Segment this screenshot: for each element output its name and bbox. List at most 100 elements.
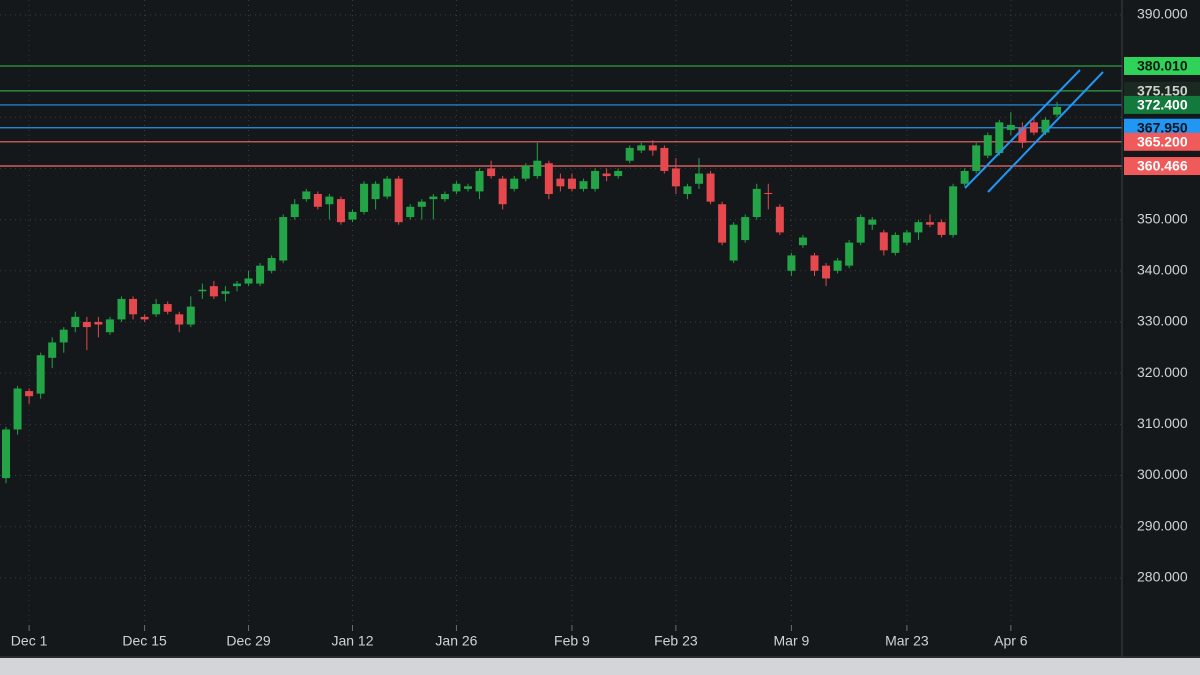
level-label: 380.010 xyxy=(1137,58,1188,74)
candle-body xyxy=(729,224,738,261)
x-tick-label: Dec 15 xyxy=(122,633,167,649)
x-tick-label: Jan 12 xyxy=(331,633,373,649)
candle-body xyxy=(683,186,692,195)
candle-body xyxy=(648,145,657,151)
grid xyxy=(0,0,1122,625)
candle-body xyxy=(233,283,241,287)
candle-body xyxy=(36,355,45,394)
candle-body xyxy=(510,178,519,189)
x-tick-label: Jan 26 xyxy=(435,633,477,649)
candle-body xyxy=(775,206,784,233)
candle-body xyxy=(140,316,149,320)
candle-body xyxy=(741,217,750,241)
candle-body xyxy=(94,321,103,325)
candle-body xyxy=(902,232,911,243)
y-tick-label: 350.000 xyxy=(1137,210,1188,226)
level-label: 367.950 xyxy=(1137,119,1188,135)
candle-body xyxy=(856,217,865,243)
level-label-box xyxy=(1124,118,1200,137)
candle-body xyxy=(406,206,415,218)
candle-body xyxy=(567,178,576,189)
candle-body xyxy=(417,201,426,207)
candle-body xyxy=(13,388,22,430)
level-label: 365.200 xyxy=(1137,133,1188,149)
candle-body xyxy=(129,298,138,315)
candle-body xyxy=(2,429,10,479)
candle-body xyxy=(706,173,715,202)
candle-body xyxy=(152,304,161,315)
candle-body xyxy=(302,191,311,200)
candle-body xyxy=(59,329,68,343)
candle-body xyxy=(521,165,530,179)
candle-body xyxy=(429,196,438,200)
candle-body xyxy=(671,168,680,187)
candle-body xyxy=(198,289,207,292)
candle-body xyxy=(579,181,588,189)
candle-body xyxy=(845,242,854,266)
candle-body xyxy=(960,170,969,184)
candle-body xyxy=(440,194,449,200)
candle-body xyxy=(625,147,634,161)
candles xyxy=(2,101,1062,484)
candle-body xyxy=(695,173,703,184)
candle-body xyxy=(1053,106,1062,115)
candle-body xyxy=(325,196,334,205)
candle-body xyxy=(556,178,565,187)
candle-body xyxy=(868,219,877,225)
candle-body xyxy=(279,217,288,261)
candle-body xyxy=(25,391,34,397)
candle-body xyxy=(163,304,172,312)
candle-body xyxy=(348,211,357,220)
levels xyxy=(0,65,1122,167)
candle-body xyxy=(290,204,299,218)
candle-body xyxy=(267,257,276,271)
level-label-box xyxy=(1124,81,1200,100)
x-tick-label: Feb 23 xyxy=(654,633,698,649)
x-tick-label: Feb 9 xyxy=(554,633,590,649)
candle-body xyxy=(371,183,380,200)
level-label-box xyxy=(1124,95,1200,114)
candle-body xyxy=(764,192,773,195)
channel-line xyxy=(964,69,1081,189)
y-tick-label: 390.000 xyxy=(1137,6,1188,22)
level-label: 360.466 xyxy=(1137,158,1188,174)
candle-body xyxy=(383,178,392,197)
y-tick-label: 330.000 xyxy=(1137,313,1188,329)
candle-body xyxy=(614,170,623,177)
candle-body xyxy=(949,186,958,235)
candle-body xyxy=(891,234,900,253)
candle-body xyxy=(105,319,114,333)
candle-body xyxy=(602,173,611,177)
candle-body xyxy=(718,204,727,243)
candle-body xyxy=(82,321,91,328)
candle-body xyxy=(660,147,669,171)
bottom-strip xyxy=(0,658,1200,675)
x-tick-label: Dec 29 xyxy=(226,633,271,649)
candle-body xyxy=(752,188,761,218)
candle-body xyxy=(313,194,322,207)
candle-body xyxy=(209,286,218,297)
candle-body xyxy=(498,178,507,205)
candle-body xyxy=(1018,127,1027,143)
candle-body xyxy=(983,135,992,156)
candle-body xyxy=(972,145,981,171)
x-tick-label: Mar 9 xyxy=(774,633,810,649)
candle-body xyxy=(810,255,819,271)
candle-body xyxy=(475,170,484,192)
candle-body xyxy=(787,255,796,271)
candle-body xyxy=(1029,122,1038,133)
channel-line xyxy=(987,71,1104,193)
candle-body xyxy=(937,222,946,235)
candle-body xyxy=(186,306,195,325)
candle-body xyxy=(117,298,126,320)
candle-body xyxy=(914,222,923,233)
y-tick-label: 300.000 xyxy=(1137,466,1188,482)
candle-body xyxy=(394,178,403,223)
y-tick-label: 320.000 xyxy=(1137,364,1188,380)
candle-body xyxy=(833,260,842,271)
candle-body xyxy=(822,265,831,279)
candle-body xyxy=(244,278,253,284)
candle-body xyxy=(798,237,807,246)
candle-body xyxy=(256,265,265,284)
